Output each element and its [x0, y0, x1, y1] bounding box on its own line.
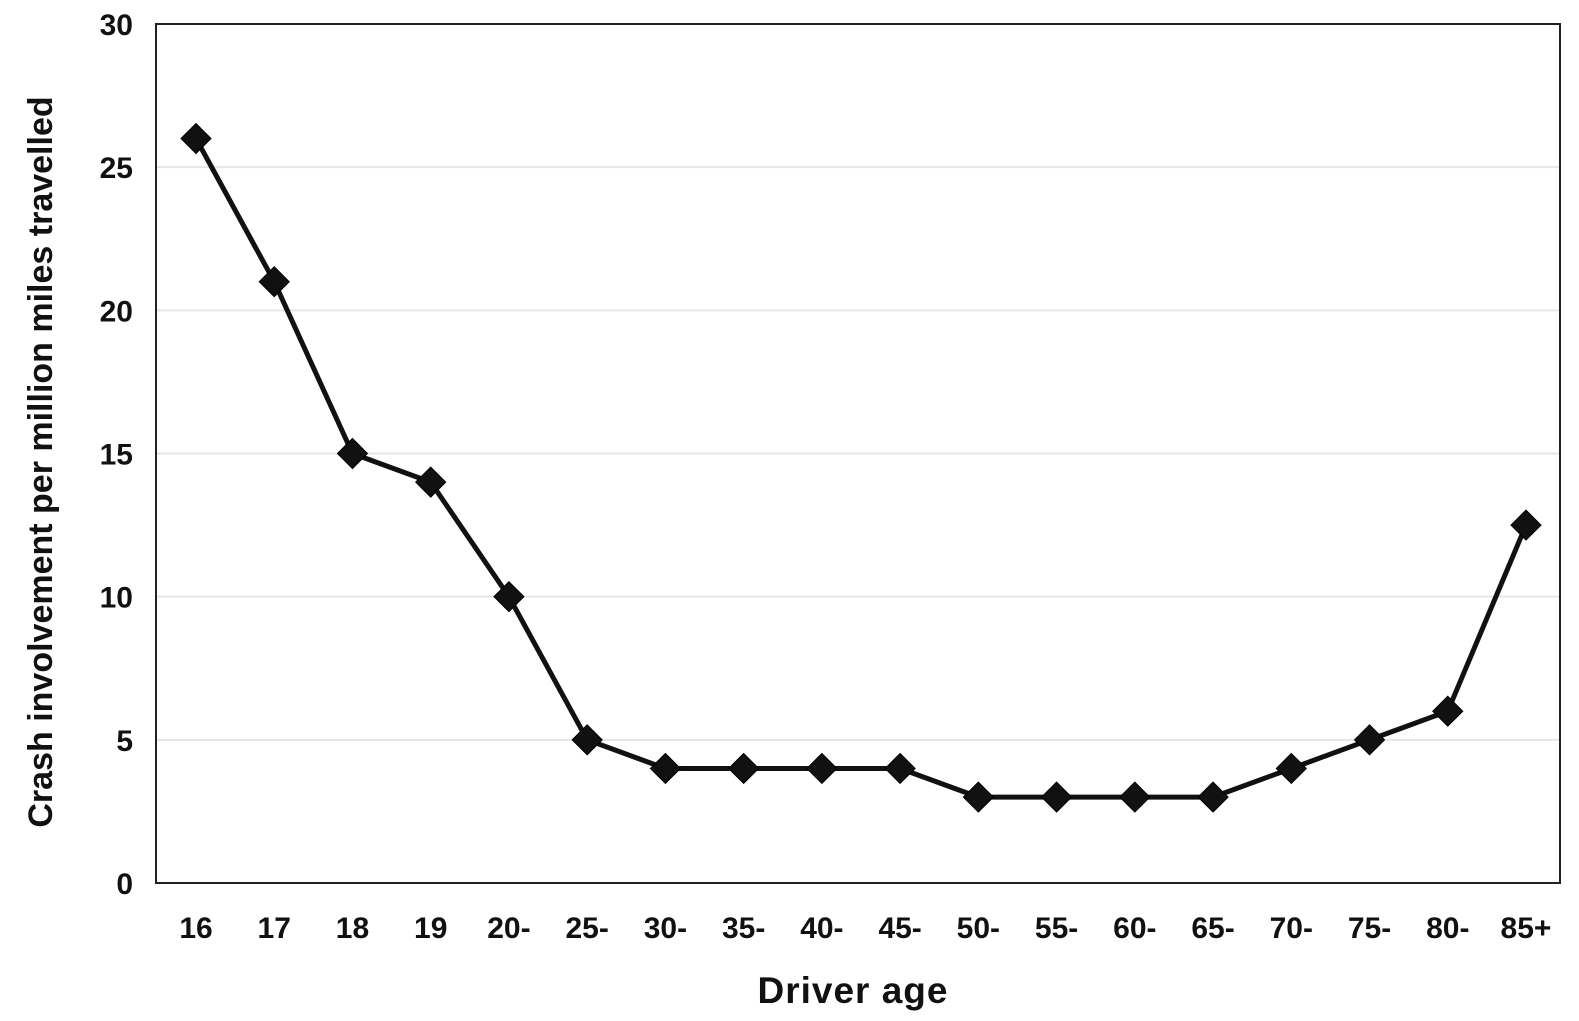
data-point-16 — [180, 122, 212, 155]
data-point-20 — [493, 580, 525, 613]
y-tick-label-10: 10 — [100, 582, 133, 615]
x-tick-label-25: 25- — [565, 912, 608, 945]
data-point-40 — [806, 752, 838, 785]
x-tick-label-19: 19 — [414, 912, 447, 945]
data-point-75 — [1353, 724, 1386, 756]
y-tick-label-0: 0 — [116, 868, 133, 901]
x-tick-label-17: 17 — [258, 912, 291, 945]
data-point-18 — [336, 437, 369, 470]
series-line — [193, 137, 1529, 800]
data-point-50 — [962, 781, 995, 813]
y-axis-title: Crash involvement per million miles trav… — [22, 96, 60, 827]
x-tick-label-18: 18 — [336, 912, 369, 945]
gridlines — [156, 166, 1560, 741]
y-tick-label-30: 30 — [100, 9, 133, 42]
data-point-55 — [1040, 781, 1073, 813]
data-point-17 — [258, 265, 290, 298]
y-tick-label-5: 5 — [116, 725, 133, 758]
data-point-25 — [571, 724, 603, 756]
data-point-35 — [727, 752, 760, 785]
data-point-60 — [1119, 781, 1151, 813]
x-tick-label-16: 16 — [179, 912, 212, 945]
data-point-65 — [1197, 781, 1229, 813]
x-tick-label-80: 80- — [1426, 912, 1469, 945]
plot-area-frame — [155, 23, 1561, 884]
x-tick-label-35: 35- — [722, 912, 765, 945]
x-axis-title: Driver age — [758, 970, 949, 1011]
x-tick-label-75: 75- — [1348, 912, 1391, 945]
y-axis-tick-labels: 0 5 10 15 20 25 30 — [100, 9, 133, 901]
x-tick-label-70: 70- — [1270, 912, 1313, 945]
series-crash-rate — [180, 122, 1542, 813]
data-point-30 — [649, 752, 682, 785]
x-tick-label-40: 40- — [800, 912, 843, 945]
data-point-19 — [414, 466, 447, 498]
x-tick-label-55: 55- — [1035, 912, 1078, 945]
data-point-80 — [1432, 695, 1464, 727]
x-tick-label-30: 30- — [644, 912, 687, 945]
data-point-45 — [884, 752, 916, 785]
x-tick-label-60: 60- — [1113, 912, 1156, 945]
x-axis-tick-labels: 16 17 18 19 20- 25- 30- 35- 40- 45- 50- 55- 60- 65- 70… — [179, 912, 1551, 945]
x-tick-label-65: 65- — [1191, 912, 1234, 945]
x-tick-label-20: 20- — [487, 912, 530, 945]
x-tick-label-45: 45- — [878, 912, 921, 945]
x-tick-label-85plus: 85+ — [1501, 912, 1552, 945]
x-tick-label-50: 50- — [957, 912, 1000, 945]
y-tick-label-25: 25 — [100, 152, 133, 185]
data-point-70 — [1275, 752, 1308, 785]
y-tick-label-20: 20 — [100, 295, 133, 328]
y-tick-label-15: 15 — [100, 439, 133, 472]
data-point-85plus — [1510, 509, 1542, 541]
